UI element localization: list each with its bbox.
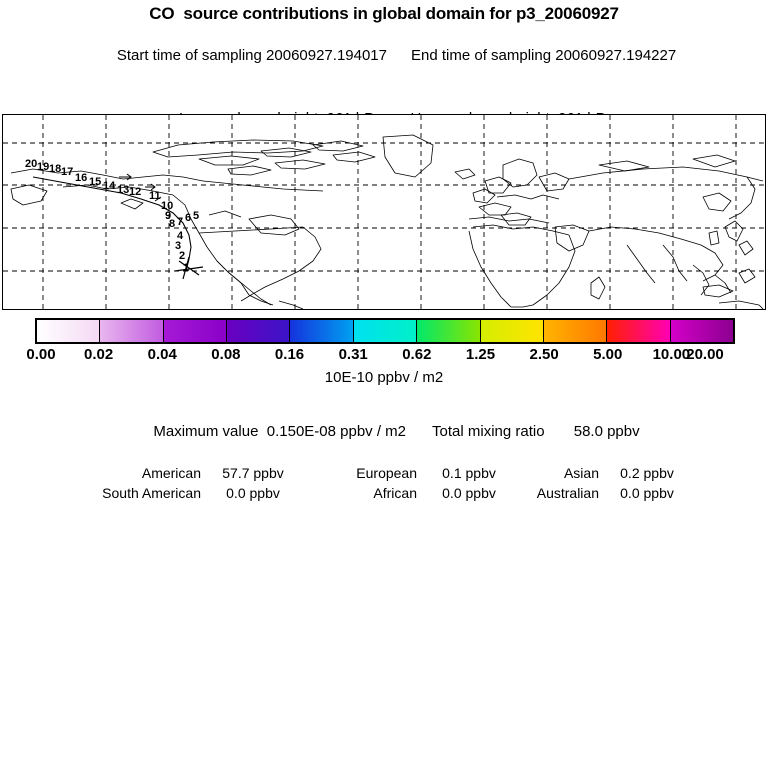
region-cell-american: American 57.7 ppbv <box>73 463 305 483</box>
region-value: 57.7 ppbv <box>222 465 284 481</box>
svg-text:15: 15 <box>89 176 101 188</box>
colorbar-segment <box>416 320 480 342</box>
colorbar-segment <box>289 320 353 342</box>
region-value: 0.0 ppbv <box>226 485 280 501</box>
end-time-label: End time of sampling 20060927.194227 <box>411 47 677 64</box>
svg-text:17: 17 <box>61 166 73 178</box>
svg-text:18: 18 <box>49 163 61 175</box>
colorbar-tick: 2.50 <box>529 346 559 363</box>
region-value: 0.0 ppbv <box>620 485 674 501</box>
region-name: Asian <box>563 465 599 481</box>
svg-text:11: 11 <box>149 190 161 202</box>
colorbar-tick: 0.62 <box>402 346 432 363</box>
region-row-primary: American 57.7 ppbv European 0.1 ppbv Asi… <box>0 463 768 483</box>
world-map-svg: 20 19 18 17 16 15 14 13 12 11 10 9 8 7 <box>3 115 765 309</box>
region-name: American <box>141 465 201 481</box>
svg-text:2: 2 <box>179 250 185 262</box>
trajectory-path <box>32 176 192 268</box>
region-name: Australian <box>536 485 599 501</box>
region-cell-european: European 0.1 ppbv <box>305 463 521 483</box>
colorbar-segment <box>162 320 227 342</box>
svg-text:14: 14 <box>103 180 116 192</box>
svg-text:10: 10 <box>161 200 173 212</box>
region-cell-south-american: South American 0.0 ppbv <box>73 483 305 503</box>
release-site-marker <box>174 256 204 280</box>
colorbar-tick: 10.00 <box>652 346 691 363</box>
colorbar-segment <box>226 320 290 342</box>
colorbar-tick: 0.02 <box>84 346 114 363</box>
colorbar-tick: 0.16 <box>274 346 305 363</box>
colorbar-tick: 5.00 <box>593 346 623 363</box>
region-value: 0.0 ppbv <box>442 485 496 501</box>
svg-text:19: 19 <box>37 161 49 173</box>
svg-text:20: 20 <box>25 158 37 170</box>
svg-text:6: 6 <box>185 212 191 224</box>
colorbar-segment <box>479 320 543 342</box>
colorbar-panel <box>35 318 735 344</box>
trajectory-markers: 20 19 18 17 16 15 14 13 12 11 10 9 8 7 <box>25 158 199 274</box>
colorbar-segment <box>542 320 607 342</box>
region-cell-asian: Asian 0.2 ppbv <box>521 463 695 483</box>
summary-line: Maximum value 0.150E-08 ppbv / m2 Total m… <box>0 400 768 463</box>
svg-text:9: 9 <box>165 210 171 222</box>
region-value: 0.1 ppbv <box>442 465 496 481</box>
back-trajectory: 20 19 18 17 16 15 14 13 12 11 10 9 8 7 <box>25 158 204 280</box>
colorbar-segment <box>352 320 417 342</box>
svg-text:7: 7 <box>177 216 183 228</box>
statistics-panel: Maximum value 0.150E-08 ppbv / m2 Total m… <box>0 400 768 503</box>
svg-text:12: 12 <box>129 186 141 198</box>
colorbar-tick: 0.31 <box>338 346 368 363</box>
region-name: African <box>373 485 417 501</box>
colorbar-tick: 0.08 <box>211 346 241 363</box>
svg-text:13: 13 <box>117 184 129 196</box>
coastlines <box>10 134 764 309</box>
region-row-secondary: South American 0.0 ppbv African 0.0 ppbv… <box>0 483 768 503</box>
colorbar-tick: 0.00 <box>26 346 56 363</box>
page-title: CO source contributions in global domain… <box>149 4 619 23</box>
colorbar-gradient <box>35 318 735 344</box>
region-name: South American <box>102 485 201 501</box>
start-time-label: Start time of sampling 20060927.194017 <box>116 47 387 64</box>
svg-text:16: 16 <box>75 172 87 184</box>
colorbar-tick-labels: 0.00 0.02 0.04 0.08 0.16 0.31 0.62 1.25 2.50 5.00… <box>0 346 768 366</box>
colorbar-segment <box>606 320 670 342</box>
region-cell-australian: Australian 0.0 ppbv <box>521 483 695 503</box>
colorbar-unit-label: 10E-10 ppbv / m2 <box>324 369 444 386</box>
colorbar-segment <box>37 320 100 342</box>
colorbar-segment <box>99 320 163 342</box>
colorbar-tick: 20.00 <box>686 346 724 363</box>
svg-text:4: 4 <box>177 230 184 242</box>
colorbar-tick: 1.25 <box>465 346 496 363</box>
total-mixing-ratio-label: Total mixing ratio 58.0 ppbv <box>432 423 640 440</box>
trajectory-arrows <box>119 173 162 202</box>
map-canvas: 20 19 18 17 16 15 14 13 12 11 10 9 8 7 <box>3 115 765 309</box>
region-name: European <box>356 465 417 481</box>
maximum-value-label: Maximum value 0.150E-08 ppbv / m2 <box>153 423 407 440</box>
svg-text:5: 5 <box>193 210 199 222</box>
world-map-panel: 20 19 18 17 16 15 14 13 12 11 10 9 8 7 <box>2 114 766 310</box>
region-cell-african: African 0.0 ppbv <box>305 483 521 503</box>
svg-text:3: 3 <box>175 240 181 252</box>
colorbar-segment <box>669 320 733 342</box>
svg-text:8: 8 <box>169 218 175 230</box>
sampling-time-line: Start time of sampling 20060927.194017 En… <box>0 24 768 87</box>
colorbar-tick: 0.04 <box>147 346 177 363</box>
region-value: 0.2 ppbv <box>620 465 674 481</box>
